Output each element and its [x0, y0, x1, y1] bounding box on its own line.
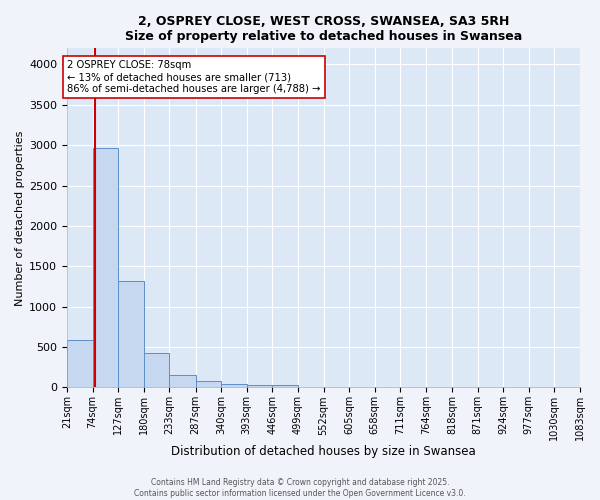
Bar	[144, 352, 169, 388]
Bar	[169, 374, 196, 388]
Bar	[221, 384, 247, 388]
Bar	[92, 148, 118, 388]
Title: 2, OSPREY CLOSE, WEST CROSS, SWANSEA, SA3 5RH
Size of property relative to detac: 2, OSPREY CLOSE, WEST CROSS, SWANSEA, SA…	[125, 15, 522, 43]
Text: Contains HM Land Registry data © Crown copyright and database right 2025.
Contai: Contains HM Land Registry data © Crown c…	[134, 478, 466, 498]
X-axis label: Distribution of detached houses by size in Swansea: Distribution of detached houses by size …	[171, 444, 476, 458]
Bar	[196, 381, 221, 388]
Bar	[272, 385, 298, 388]
Text: 2 OSPREY CLOSE: 78sqm
← 13% of detached houses are smaller (713)
86% of semi-det: 2 OSPREY CLOSE: 78sqm ← 13% of detached …	[67, 60, 321, 94]
Bar	[247, 385, 272, 388]
Bar	[67, 340, 92, 388]
Bar	[118, 281, 144, 388]
Y-axis label: Number of detached properties: Number of detached properties	[15, 130, 25, 306]
